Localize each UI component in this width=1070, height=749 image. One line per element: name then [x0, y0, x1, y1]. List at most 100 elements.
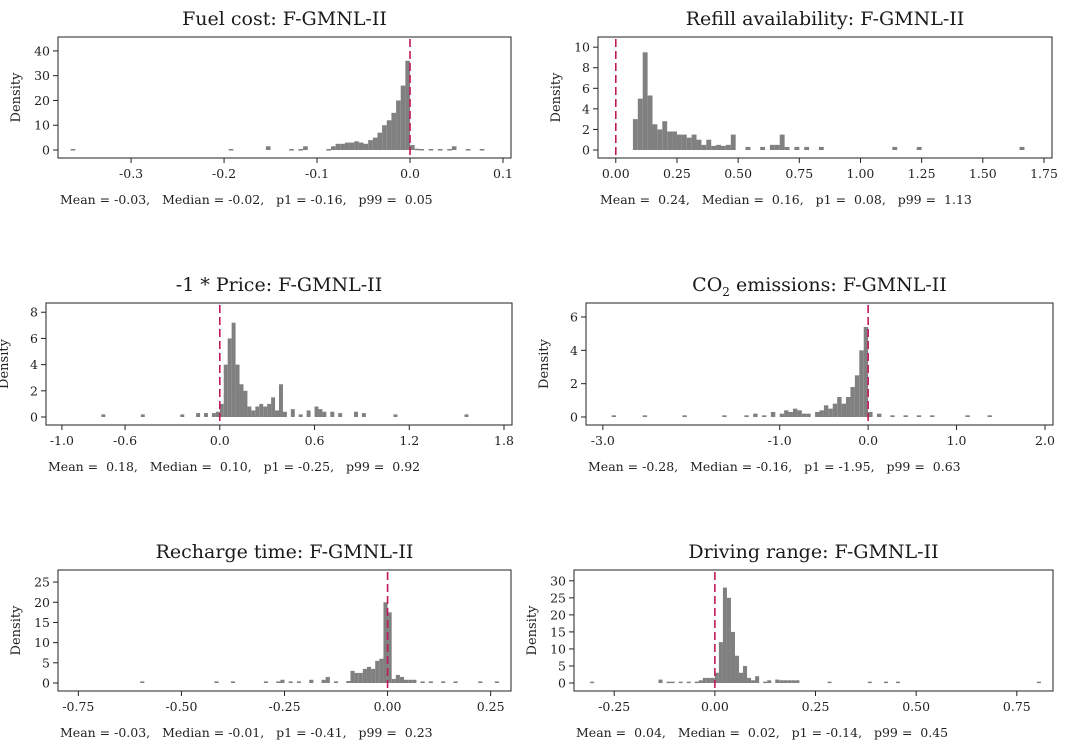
x-tick-label: -0.75 — [62, 699, 94, 714]
plot-frame — [597, 36, 1053, 159]
y-tick-label: 6 — [30, 331, 38, 346]
histogram-bar — [718, 642, 723, 683]
panel-title: Refill availability: F-GMNL-II — [686, 8, 965, 30]
histogram-bar — [419, 149, 424, 151]
histogram-bar — [358, 672, 363, 683]
histogram-bar — [859, 350, 864, 417]
histogram-bar — [883, 681, 888, 684]
histogram-bar — [652, 124, 658, 150]
histogram-bar — [965, 415, 970, 417]
histogram-bar — [611, 415, 617, 417]
histogram-bar — [282, 411, 287, 417]
x-tick-label: 0.1 — [493, 166, 513, 181]
histogram-bar — [290, 409, 295, 417]
histogram-bar — [340, 143, 345, 150]
histogram-bar — [379, 658, 384, 683]
histogram-bar — [762, 415, 767, 417]
histogram-bar — [716, 144, 722, 150]
y-axis-label: Density — [9, 72, 24, 123]
summary-statistics: Mean = 0.04, Median = 0.02, p1 = -0.14, … — [576, 725, 948, 740]
histogram-bar — [214, 681, 219, 683]
histogram-bar — [451, 146, 457, 150]
panel-title: Recharge time: F-GMNL-II — [156, 541, 414, 563]
x-tick-label: 0.0 — [400, 166, 420, 181]
x-tick-label: 0.00 — [701, 699, 729, 714]
histogram-bar — [890, 415, 895, 417]
histogram-bar — [479, 149, 485, 151]
histogram-bar — [335, 143, 341, 150]
histogram-bar — [702, 677, 707, 683]
histogram-bar — [386, 120, 392, 150]
histogram-bar — [666, 681, 671, 684]
x-tick-label: -1.0 — [768, 433, 792, 448]
histogram-bar — [354, 672, 359, 683]
histogram-bar — [235, 364, 240, 417]
plot-frame — [585, 302, 1054, 426]
histogram-bar — [828, 408, 833, 417]
histogram-bar — [823, 405, 829, 417]
y-tick-label: 4 — [582, 101, 590, 116]
histogram-bar — [706, 139, 712, 150]
histogram-bar — [410, 145, 415, 150]
y-tick-label: 20 — [550, 607, 566, 622]
y-tick-label: 0 — [42, 143, 50, 158]
histogram-bar — [375, 660, 380, 683]
panel-title: -1 * Price: F-GMNL-II — [176, 274, 382, 296]
histogram-bar — [784, 410, 789, 417]
y-tick-label: 4 — [30, 357, 38, 372]
histogram-bar — [868, 412, 873, 417]
histogram-bar — [837, 397, 842, 417]
histogram-bar — [763, 681, 768, 684]
histogram-bar — [710, 677, 715, 683]
y-tick-label: 0 — [30, 410, 38, 425]
y-tick-label: 30 — [550, 573, 566, 588]
histogram-bar — [760, 146, 766, 150]
histogram-bar — [447, 149, 452, 151]
x-tick-label: -0.1 — [305, 166, 329, 181]
histogram-bar — [371, 668, 376, 683]
histogram-bar — [804, 146, 810, 150]
histogram-bar — [196, 413, 201, 417]
x-tick-label: 0.0 — [858, 433, 878, 448]
histogram-bar — [395, 674, 400, 683]
histogram-bar — [774, 144, 780, 150]
histogram-bar — [806, 413, 811, 417]
histogram-bar — [275, 410, 279, 417]
histogram-bar — [670, 681, 675, 684]
histogram-bar — [795, 680, 800, 683]
histogram-bar — [745, 146, 751, 150]
histogram-bar — [330, 146, 336, 150]
histogram-bar — [819, 410, 824, 417]
histogram-bar — [892, 146, 898, 150]
histogram-bar — [338, 413, 343, 417]
histogram-bar — [779, 413, 785, 417]
histogram-bar — [672, 131, 677, 150]
histogram-bar — [140, 681, 145, 683]
histogram-bar — [263, 681, 269, 683]
histogram-bar — [346, 680, 351, 683]
histogram-bar — [658, 679, 663, 683]
y-axis-label: Density — [0, 338, 12, 389]
histogram-bar — [818, 146, 824, 150]
x-tick-label: 1.25 — [908, 166, 936, 181]
histogram-bar — [854, 375, 860, 417]
histogram-bar — [753, 413, 758, 417]
histogram-bar — [783, 680, 788, 683]
histogram-bar — [464, 414, 469, 417]
histogram-bar — [279, 384, 283, 417]
panel-title-part: CO — [692, 274, 722, 296]
histogram-bar — [259, 403, 264, 417]
histogram-bar — [344, 142, 350, 150]
histogram-bar — [682, 415, 687, 417]
panel-5: Recharge time: F-GMNL-II 0 5 10 15 20 25 -0.75 -… — [9, 541, 512, 740]
x-tick-label: -0.25 — [268, 699, 300, 714]
x-tick-label: -0.25 — [598, 699, 630, 714]
x-tick-label: 1.00 — [847, 166, 875, 181]
histogram-bar — [767, 680, 772, 683]
histogram-bar — [140, 414, 145, 417]
histogram-bar — [691, 134, 697, 150]
y-tick-label: 25 — [550, 590, 566, 605]
histogram-bar — [714, 672, 719, 683]
histogram-bar — [428, 149, 434, 151]
